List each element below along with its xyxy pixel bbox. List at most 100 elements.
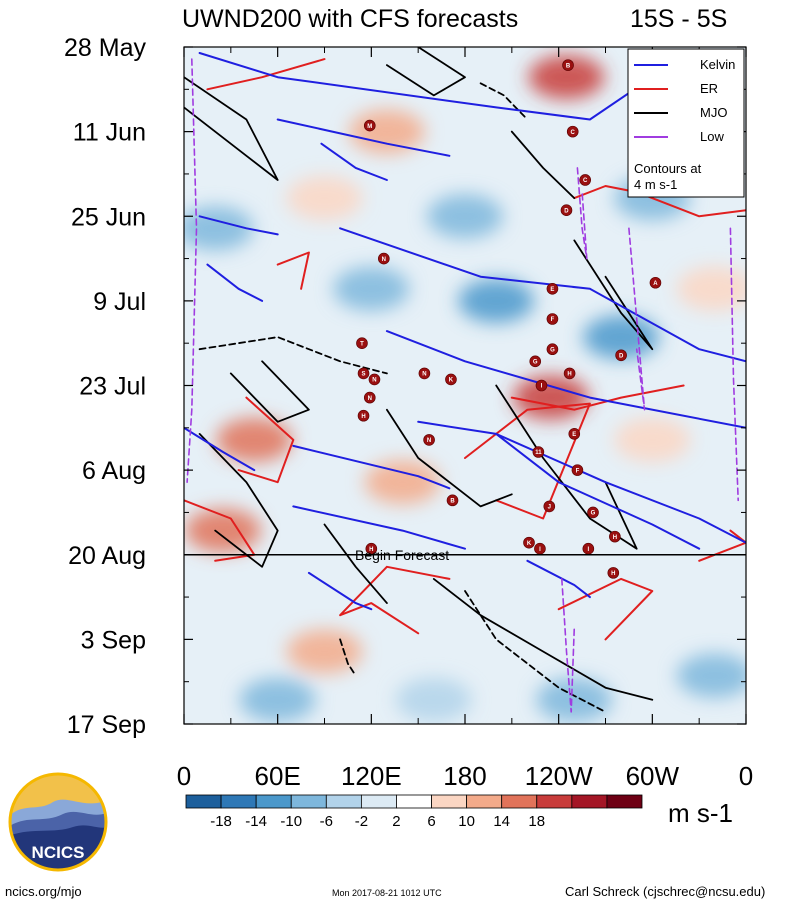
chart-region-label: 15S - 5S — [630, 5, 727, 33]
colorbar-box — [325, 794, 362, 809]
storm-marker-label: C — [571, 130, 576, 136]
storm-marker-dot — [423, 434, 435, 446]
storm-marker-label: G — [550, 347, 555, 353]
x-tick-label: 120W — [525, 761, 593, 791]
storm-marker-label: I — [541, 384, 543, 390]
y-tick-label: 9 Jul — [93, 288, 146, 316]
shading-blob-15 — [239, 677, 316, 722]
shading-blob-19 — [286, 176, 363, 221]
shading-blob-2 — [216, 417, 293, 462]
storm-marker: N — [418, 367, 431, 380]
mjo-contour-8 — [432, 578, 654, 701]
low-contour-2 — [628, 227, 646, 411]
storm-marker-label: K — [449, 378, 454, 384]
colorbar-box — [431, 794, 468, 809]
storm-marker-label: E — [550, 287, 554, 293]
y-tick-label: 25 Jun — [71, 203, 146, 231]
mjo-dashed-contour-0 — [464, 590, 607, 713]
mjo-contour-0 — [184, 76, 279, 181]
kelvin-contour-13 — [526, 559, 591, 599]
storm-marker-label: E — [572, 432, 576, 438]
shading-blob-13 — [333, 266, 410, 311]
storm-marker: I — [535, 379, 548, 392]
kelvin-contour-12 — [307, 571, 373, 611]
colorbar-box — [606, 794, 643, 809]
kelvin-contour-6 — [385, 330, 746, 429]
colorbar-tick-label: 14 — [493, 813, 510, 830]
storm-marker: F — [571, 464, 584, 476]
colorbar-tick-label: -2 — [355, 813, 368, 830]
storm-marker: C — [579, 174, 592, 186]
storm-marker-label: M — [367, 124, 372, 130]
shading-blob-9 — [583, 315, 660, 360]
storm-marker-label: D — [564, 208, 569, 214]
colorbar-units: m s-1 — [668, 798, 733, 828]
uwnd-shading — [184, 55, 746, 722]
storm-marker-dot — [546, 343, 559, 356]
storm-marker-dot — [587, 506, 599, 519]
storm-marker-dot — [445, 373, 457, 386]
shading-blob-4 — [364, 460, 441, 505]
storm-marker-label: G — [533, 360, 538, 366]
storm-marker: M — [363, 119, 376, 132]
storm-marker-dot — [546, 313, 559, 325]
colorbar-box — [396, 794, 432, 809]
storm-marker-label: C — [583, 178, 588, 184]
storm-marker-dot — [571, 464, 584, 476]
storm-marker-label: N — [422, 372, 426, 378]
storm-marker-dot — [546, 282, 559, 295]
storm-marker-label: H — [613, 535, 617, 541]
colorbar-box — [360, 794, 397, 809]
storm-marker: N — [363, 391, 376, 404]
storm-marker-dot — [579, 174, 592, 186]
storm-marker-dot — [356, 337, 368, 349]
y-tick-label: 6 Aug — [82, 457, 146, 485]
storm-marker: G — [546, 343, 559, 356]
storm-marker: A — [649, 276, 662, 289]
kelvin-contour-11 — [495, 432, 701, 550]
y-tick-label: 17 Sep — [67, 711, 146, 739]
shading-blob-10 — [458, 278, 535, 323]
x-tick-label: 0 — [739, 761, 753, 791]
mjo-contour-2 — [510, 130, 576, 199]
storm-marker: B — [446, 494, 459, 507]
storm-marker-label: K — [527, 541, 532, 547]
legend-note-line2: 4 m s-1 — [634, 177, 677, 192]
storm-marker: C — [566, 125, 579, 138]
kelvin-contour-1 — [276, 118, 451, 157]
storm-marker: H — [607, 567, 620, 579]
footer-url[interactable]: ncics.org/mjo — [5, 884, 82, 899]
shading-blob-6 — [286, 629, 363, 674]
storm-marker: D — [615, 349, 627, 362]
y-tick-label: 20 Aug — [68, 542, 146, 570]
colorbar-box — [536, 794, 573, 809]
storm-marker-label: J — [548, 505, 551, 511]
storm-marker: F — [546, 313, 559, 325]
mjo-contour-6 — [495, 384, 638, 550]
storm-marker-label: A — [653, 281, 658, 287]
x-tick-label: 0 — [177, 761, 191, 791]
storm-marker-dot — [607, 567, 620, 579]
kelvin-contour-4 — [339, 227, 746, 363]
storm-marker-dot — [368, 373, 381, 386]
colorbar-box — [255, 794, 292, 809]
storm-marker-label: H — [567, 372, 571, 378]
storm-marker-label: T — [360, 341, 364, 347]
colorbar-box — [185, 794, 222, 809]
er-contour-7 — [339, 565, 451, 635]
colorbar-tick-label: 18 — [528, 813, 545, 830]
x-tick-label: 60E — [255, 761, 301, 791]
storm-marker: N — [368, 373, 381, 386]
storm-marker: G — [587, 506, 599, 519]
storm-marker-dot — [523, 536, 535, 549]
storm-marker-dot — [609, 530, 621, 543]
storm-marker-label: B — [566, 63, 571, 69]
colorbar-box — [571, 794, 608, 809]
er-contour-3 — [237, 396, 295, 484]
mjo-dashed-contour-2 — [479, 82, 529, 121]
storm-marker: N — [378, 252, 390, 265]
storm-marker-dot — [363, 391, 376, 404]
kelvin-contour-2 — [320, 142, 388, 181]
ncics-logo: NCICS — [8, 772, 108, 872]
storm-marker-label: N — [372, 378, 376, 384]
